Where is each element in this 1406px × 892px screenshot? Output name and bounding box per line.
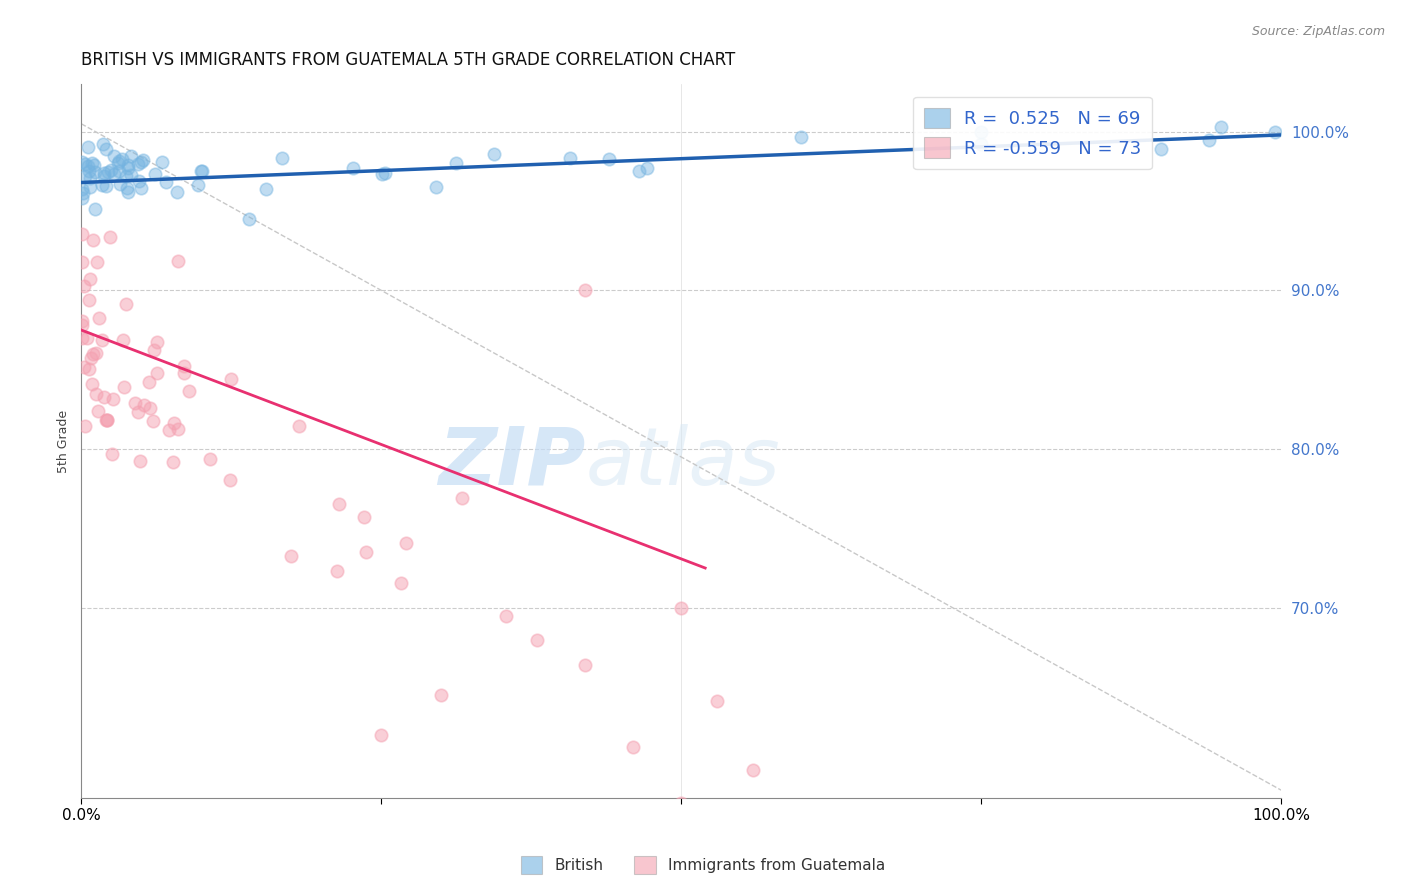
Y-axis label: 5th Grade: 5th Grade — [58, 409, 70, 473]
Legend: British, Immigrants from Guatemala: British, Immigrants from Guatemala — [515, 850, 891, 880]
Text: Source: ZipAtlas.com: Source: ZipAtlas.com — [1251, 25, 1385, 38]
Text: BRITISH VS IMMIGRANTS FROM GUATEMALA 5TH GRADE CORRELATION CHART: BRITISH VS IMMIGRANTS FROM GUATEMALA 5TH… — [82, 51, 735, 69]
Legend: R =  0.525   N = 69, R = -0.559   N = 73: R = 0.525 N = 69, R = -0.559 N = 73 — [914, 96, 1152, 169]
Text: ZIP: ZIP — [437, 424, 585, 501]
Text: atlas: atlas — [585, 424, 780, 501]
